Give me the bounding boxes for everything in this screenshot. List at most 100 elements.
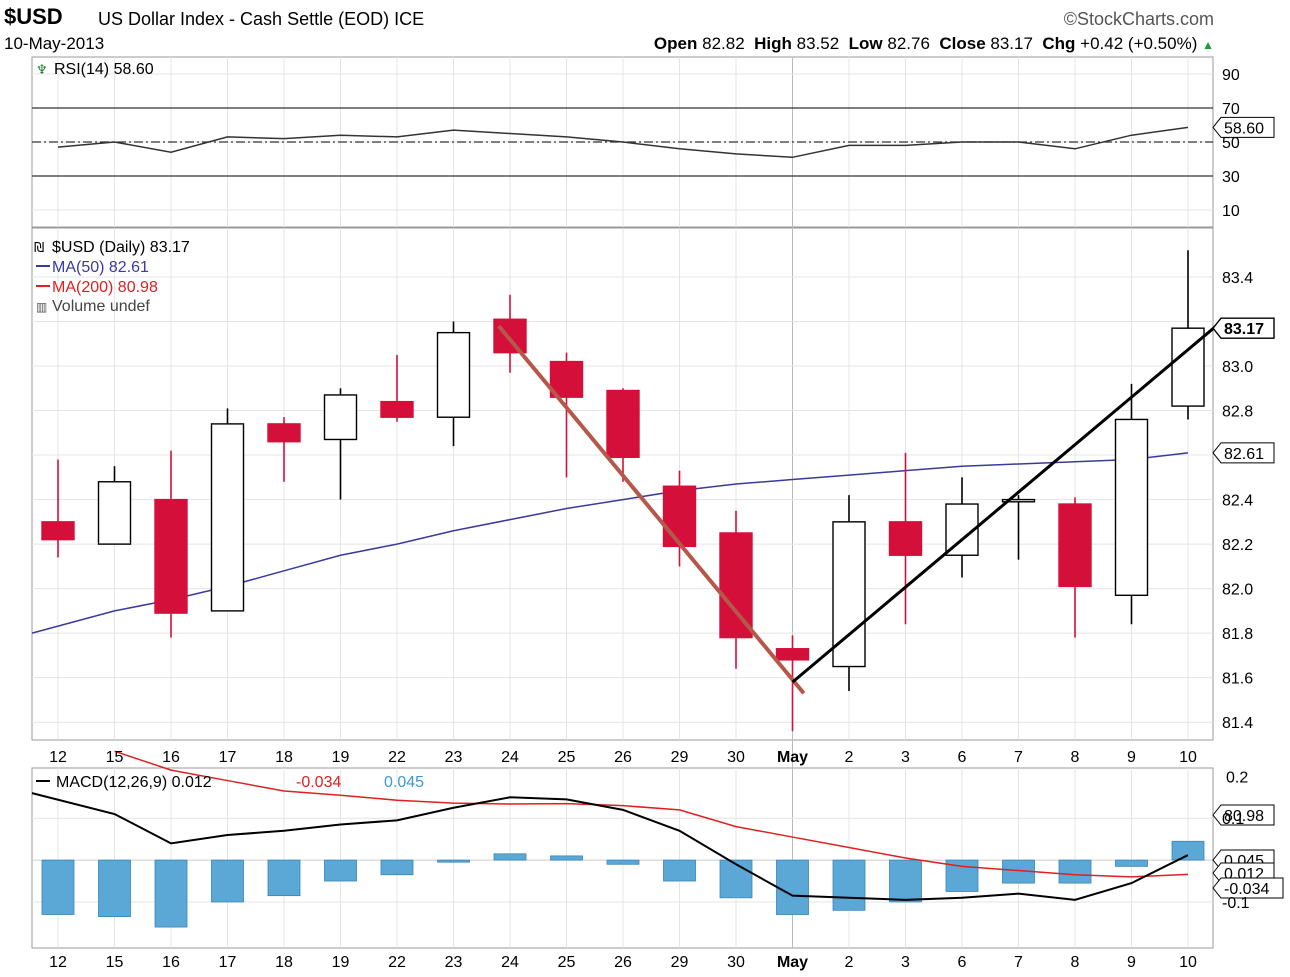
macd-x-label: 23 [445,954,463,971]
price-x-label: 6 [958,749,967,766]
macd-ma200-badge-box [1212,804,1275,826]
up-arrow-icon: ▲ [1202,38,1214,52]
rsi-tick-label: 10 [1222,203,1240,220]
price-x-label: 22 [388,749,406,766]
uptrend-line [791,324,1218,684]
price-x-label: 9 [1127,749,1136,766]
price-x-label: 29 [671,749,689,766]
macd-ma200-badge: 80.98 [1224,808,1264,825]
price-x-label: 17 [219,749,237,766]
price-legend: ₪ $USD (Daily) 83.17 MA(50) 82.61 MA(200… [34,239,190,315]
price-last-badge: 83.17 [1224,321,1264,338]
macd-x-label: 6 [958,954,967,971]
macd-x-label: 12 [49,954,67,971]
price-tick-label: 82.0 [1222,582,1253,599]
price-tick-label: 82.4 [1222,493,1253,510]
macd-signal-line [114,750,1189,878]
volume-legend-icon: ▥ [36,300,47,314]
open-value: 82.82 [702,34,745,53]
macd-x-label: 2 [845,954,854,971]
macd-legend-text: MACD(12,26,9) 0.012 [56,774,212,791]
price-x-label: 7 [1014,749,1023,766]
price-tick-label: 81.6 [1222,671,1253,688]
macd-hist-bar [154,859,188,928]
macd-legend: MACD(12,26,9) 0.012 -0.034 0.045 [36,774,424,791]
macd-hist-bar [437,859,470,863]
macd-tick-label: 0.1 [1222,811,1244,828]
macd-x-label: 19 [332,954,350,971]
rsi-last-badge: 58.60 [1224,120,1264,137]
rsi-chart: 58.60 [32,107,1275,177]
candle-legend-icon: ₪ [34,241,44,256]
macd-x-label: 7 [1014,954,1023,971]
macd-hist-bar [1058,859,1092,884]
price-x-label: 24 [501,749,519,766]
exchange-label: ICE [394,9,425,29]
price-tick-label: 83.0 [1222,359,1253,376]
candle-body [380,400,414,418]
candle-body [719,532,753,639]
macd-x-label: 30 [727,954,745,971]
candle-body [436,331,471,418]
candle-body [662,485,697,548]
macd-hist-bar [1115,859,1148,867]
axes: 103050709081.481.681.882.082.282.482.883… [49,67,1253,971]
close-value: 83.17 [990,34,1033,53]
macd-top-tick-label: 0.2 [1226,769,1248,786]
macd-x-label: 17 [219,954,237,971]
rsi-legend-icon: ♆ [36,63,48,78]
rsi-tick-label: 50 [1222,135,1240,152]
macd-x-label: 16 [162,954,180,971]
macd-x-label: 18 [275,954,293,971]
candle-body [97,481,132,545]
price-x-label: 19 [332,749,350,766]
price-x-label: 10 [1179,749,1197,766]
price-x-label: 30 [727,749,745,766]
ma50-badge-box [1212,442,1275,464]
macd-hist-bar [41,859,75,915]
macd-hist-bar [606,859,640,865]
volume-legend-text: Volume undef [52,298,150,315]
macd-hist-bar [493,853,527,861]
macd-hist-bar [211,859,244,903]
price-x-label: 25 [558,749,576,766]
macd-tick-label: -0.1 [1222,895,1250,912]
chg-label: Chg [1042,34,1076,53]
macd-hist-bar [663,859,696,882]
rsi-last-badge-box [1212,116,1275,138]
ohlc-summary: Open 82.82 High 83.52 Low 82.76 Close 83… [654,34,1214,54]
signal-legend-text: -0.034 [296,774,341,791]
candle-body [606,389,640,458]
hist-legend-text: 0.045 [384,774,424,791]
macd-hist-bar [719,859,753,899]
price-last-badge-box [1212,317,1275,339]
price-tick-label: 81.8 [1222,626,1253,643]
price-tick-label: 82.8 [1222,404,1253,421]
macd-hist-bar [550,855,583,861]
price-legend-text: $USD (Daily) 83.17 [52,239,190,256]
candle-body [1114,418,1149,597]
symbol: $USD [4,4,63,29]
candle-body [323,394,358,441]
chart-title: US Dollar Index - Cash Settle (EOD) ICE [98,9,424,30]
candle-body [1058,503,1092,588]
low-value: 82.76 [887,34,930,53]
macd-hist-bar [776,859,809,915]
close-label: Close [939,34,986,53]
rsi-tick-label: 30 [1222,169,1240,186]
candle-body [154,498,188,614]
price-x-label: 3 [901,749,910,766]
macd-line [31,792,1189,901]
candle-body [775,648,810,661]
macd-signal-badge: -0.034 [1224,881,1269,898]
macd-signal-badge-box [1212,877,1284,899]
macd-x-label: 8 [1071,954,1080,971]
macd-hist-bar [832,859,866,911]
instrument-title: US Dollar Index - Cash Settle (EOD) [98,9,390,29]
candle-body [41,521,75,541]
price-x-label: 18 [275,749,293,766]
price-x-label: 8 [1071,749,1080,766]
rsi-line [57,126,1189,159]
macd-hist-bar [267,859,301,897]
